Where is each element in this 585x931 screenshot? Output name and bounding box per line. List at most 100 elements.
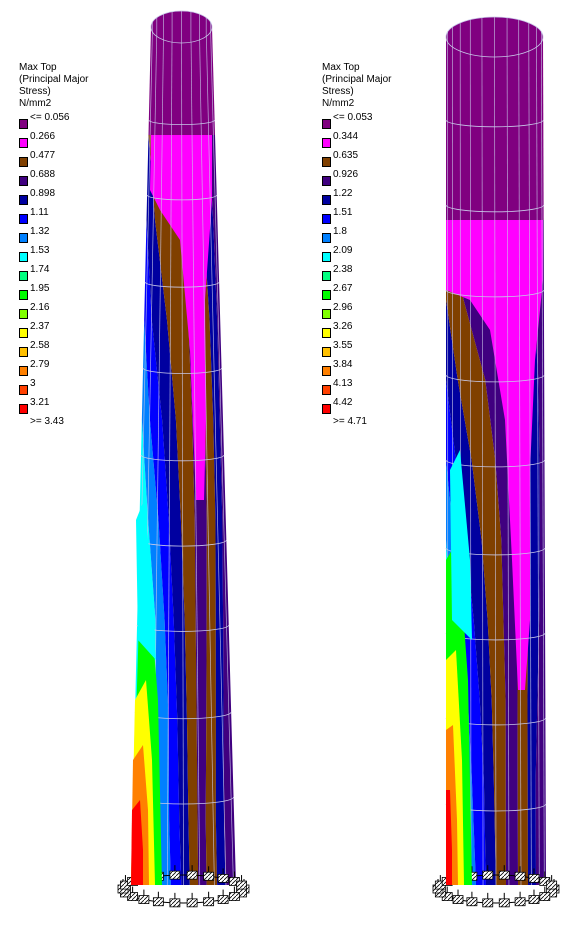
legend-swatch <box>322 366 331 376</box>
legend-swatch <box>322 404 331 414</box>
mesh-line-vertical <box>536 36 540 886</box>
legend-entry: <= 0.056 <box>19 112 88 131</box>
legend-swatch <box>322 233 331 243</box>
support-symbol <box>482 870 494 880</box>
legend-entry: 4.13 <box>322 378 391 397</box>
legend-swatch <box>19 252 28 262</box>
legend-entry: 0.344 <box>322 131 391 150</box>
legend-swatch <box>322 347 331 357</box>
legend-entry: 0.688 <box>19 169 88 188</box>
legend-title-line-3: Stress) <box>322 86 354 97</box>
legend-swatch <box>322 252 331 262</box>
legend-entry: 2.37 <box>19 321 88 340</box>
legend-swatch <box>19 195 28 205</box>
legend-swatch <box>322 309 331 319</box>
legend-label: 2.79 <box>30 359 50 370</box>
legend-swatch <box>322 157 331 167</box>
mesh-ring <box>140 454 225 462</box>
mesh-line-vertical <box>190 26 201 886</box>
mesh-ring <box>146 194 218 201</box>
legend-swatch <box>19 385 28 395</box>
stress-contour-band <box>524 220 546 885</box>
support-symbol <box>514 871 526 881</box>
stress-contour-band <box>185 135 218 885</box>
legend-label: 3 <box>30 378 36 389</box>
mesh-ring <box>445 459 545 468</box>
legend-entry: 1.8 <box>322 226 391 245</box>
support-symbol <box>169 870 181 880</box>
legend-entry: 0.477 <box>19 150 88 169</box>
stress-contour-band <box>208 135 236 885</box>
legend-entry: 2.09 <box>322 245 391 264</box>
legend-title-line-4: N/mm2 <box>322 98 355 109</box>
mesh-ring <box>445 204 544 213</box>
legend-entry: 3.84 <box>322 359 391 378</box>
legend-entry: 0.266 <box>19 131 88 150</box>
mesh-ring <box>148 119 216 125</box>
legend-label: 4.42 <box>333 397 353 408</box>
legend-label: 4.13 <box>333 378 353 389</box>
legend-label: 2.67 <box>333 283 353 294</box>
legend-swatch <box>19 233 28 243</box>
stress-contour-band <box>146 135 190 885</box>
stress-contour-band <box>446 790 452 885</box>
legend-title: Max Top (Principal Major Stress) N/mm2 <box>19 62 88 110</box>
mesh-line-vertical <box>494 36 497 886</box>
legend-entry: 0.926 <box>322 169 391 188</box>
legend-label: 0.898 <box>30 188 56 199</box>
support-symbol <box>452 895 464 904</box>
support-symbol <box>217 874 229 883</box>
legend-swatch <box>19 214 28 224</box>
legend-entry: 1.95 <box>19 283 88 302</box>
legend-entry: 1.74 <box>19 264 88 283</box>
legend-swatch <box>19 290 28 300</box>
legend-swatch <box>19 328 28 338</box>
legend-label: 1.53 <box>30 245 50 256</box>
stress-contour-band <box>450 450 472 640</box>
legend-swatch <box>322 214 331 224</box>
support-symbol <box>169 898 181 908</box>
legend-swatch <box>322 328 331 338</box>
legend-swatch <box>19 366 28 376</box>
support-symbol <box>539 892 551 901</box>
support-symbol <box>152 897 164 907</box>
mesh-ring <box>142 367 222 374</box>
legend-entry: 2.58 <box>19 340 88 359</box>
mesh-line-vertical <box>166 26 173 886</box>
legend-swatch <box>19 119 28 129</box>
stress-contour-band <box>148 135 199 885</box>
legend-swatch <box>322 138 331 148</box>
legend-swatch <box>322 176 331 186</box>
legend-label: 0.688 <box>30 169 56 180</box>
legend-entry: 2.38 <box>322 264 391 283</box>
support-symbol <box>203 871 215 881</box>
legend-label: 2.38 <box>333 264 353 275</box>
tower-model-right <box>432 16 560 908</box>
mesh-line-vertical <box>469 36 472 886</box>
legend-label: 1.51 <box>333 207 353 218</box>
stress-contour-band <box>131 800 143 885</box>
legend-swatch <box>19 404 28 414</box>
legend-label: 0.344 <box>333 131 359 142</box>
mesh-line-vertical <box>205 26 227 886</box>
legend-swatch <box>19 271 28 281</box>
legend-entry: 3.55 <box>322 340 391 359</box>
legend-entry: 1.32 <box>19 226 88 245</box>
legend-label: 3.84 <box>333 359 353 370</box>
legend-swatch <box>322 195 331 205</box>
legend-label: 1.11 <box>30 207 49 218</box>
support-symbol <box>528 895 540 904</box>
mesh-line-vertical <box>540 36 545 886</box>
legend-swatch <box>19 347 28 357</box>
stress-contour-band <box>141 135 171 885</box>
mesh-line-vertical <box>181 26 184 886</box>
legend-entry: 2.79 <box>19 359 88 378</box>
legend-entries: <= 0.053 0.344 0.635 0.926 1.22 1.51 1.8 2.09 2.… <box>322 112 391 427</box>
legend-title-line-4: N/mm2 <box>19 98 52 109</box>
legend-label: 1.32 <box>30 226 50 237</box>
legend-entry: 1.22 <box>322 188 391 207</box>
legend-label: 0.635 <box>333 150 359 161</box>
legend-label: <= 0.053 <box>333 112 373 123</box>
mesh-line-vertical <box>506 36 510 886</box>
